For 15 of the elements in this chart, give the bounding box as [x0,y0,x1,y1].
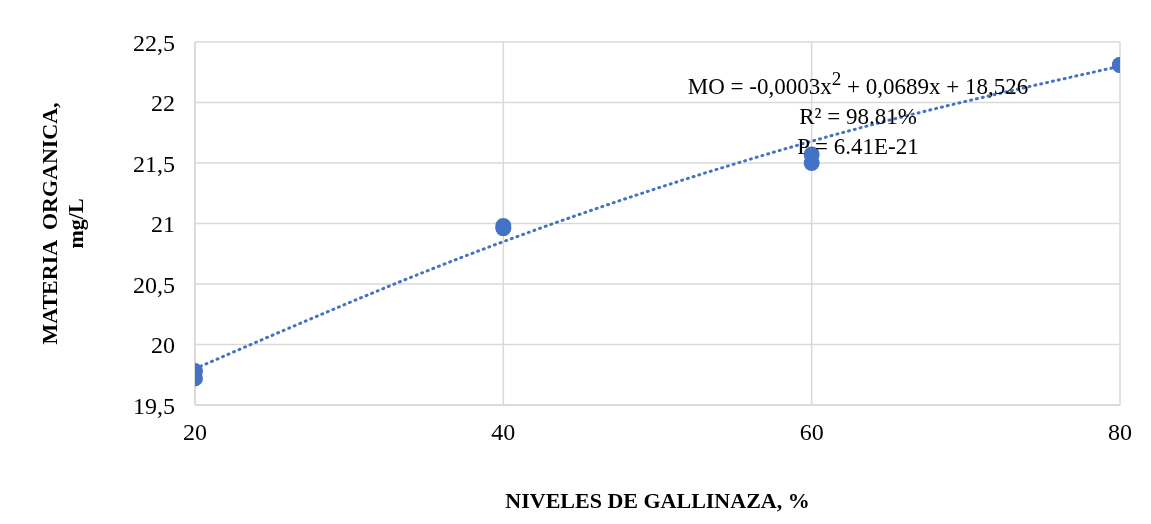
y-tick-label: 20 [151,332,175,359]
x-tick-label: 20 [183,419,207,446]
x-tick-label: 80 [1108,419,1132,446]
annotation: MO = -0,0003x$^{2}$ + 0,0689x + 18,526 [686,67,1030,101]
y-tick-label: 22,5 [133,29,175,56]
y-tick-label: 21 [151,211,175,238]
x-tick-label: 40 [491,419,516,446]
y-tick-label: 21,5 [133,150,175,177]
y-tick-label: 19,5 [133,392,175,419]
x-axis-title: NIVELES DE GALLINAZA, % [505,488,810,513]
y-tick-label: 20,5 [133,271,175,298]
x-tick-label: 60 [799,419,824,446]
y-axis-title: MATERIA ORGANICA, mg/L [37,102,88,345]
annotation: R² = 98.81% [798,102,918,131]
y-tick-label: 22 [151,90,175,117]
